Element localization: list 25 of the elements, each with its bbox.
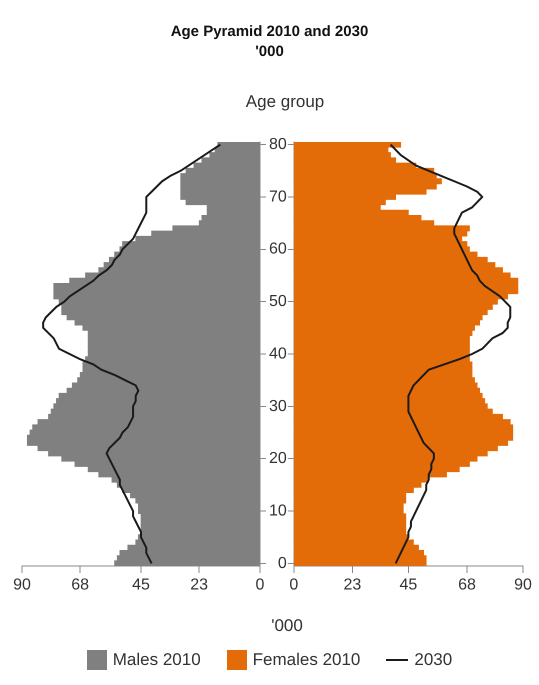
x-tick-label: 45 <box>132 576 150 594</box>
x-tick-label: 68 <box>458 576 476 594</box>
x-tick-label: 68 <box>71 576 90 594</box>
x-tick-label: 45 <box>400 576 418 594</box>
x-tick-label: 23 <box>190 576 208 594</box>
x-tick-label: 0 <box>256 576 265 594</box>
y-tick-label: 10 <box>269 502 287 520</box>
x-axis-title: '000 <box>271 616 303 636</box>
legend-label: 2030 <box>414 650 452 670</box>
y-tick-label: 40 <box>269 345 287 362</box>
y-tick-label: 70 <box>269 188 287 206</box>
y-tick-label: 50 <box>269 293 287 310</box>
x-tick-label: 90 <box>514 576 532 594</box>
y-tick-label: 30 <box>269 398 287 415</box>
y-axis-title: Age group <box>246 92 324 112</box>
legend-label: Males 2010 <box>112 650 201 670</box>
x-tick-label: 23 <box>343 576 362 594</box>
y-tick-label: 60 <box>269 240 287 258</box>
x-tick-label: 0 <box>289 576 298 594</box>
y-tick-label: 20 <box>269 450 287 468</box>
y-tick-label: 80 <box>269 136 287 154</box>
chart-title: Age Pyramid 2010 and 2030 '000 <box>170 22 370 62</box>
y-tick-label: 0 <box>278 554 287 572</box>
legend-label: Females 2010 <box>252 650 360 670</box>
x-tick-label: 90 <box>13 576 31 594</box>
